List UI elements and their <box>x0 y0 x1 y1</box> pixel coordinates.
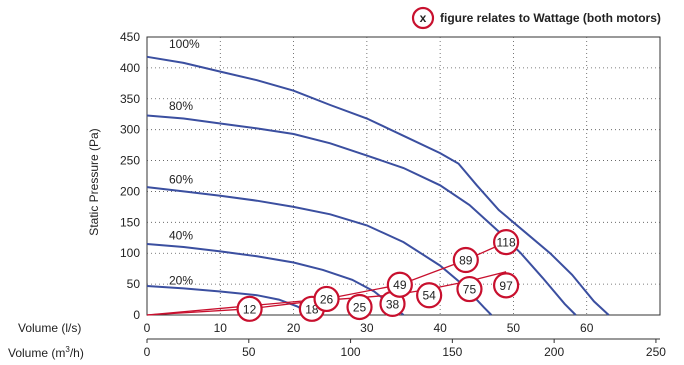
y-tick-label: 200 <box>120 184 140 198</box>
x-axis-title-m3h: Volume (m3/h) <box>8 345 84 360</box>
legend-marker-label: x <box>420 11 427 25</box>
fan-curve-20pct <box>146 285 316 316</box>
x2-tick-label: 50 <box>242 345 256 359</box>
wattage-marker: 12 <box>236 295 263 322</box>
x-axis-title-ls: Volume (l/s) <box>18 321 81 335</box>
wattage-circle <box>313 285 340 313</box>
wattage-circle <box>456 275 483 303</box>
y-tick-label: 300 <box>120 123 140 137</box>
y-tick-label: 250 <box>120 154 140 168</box>
x2-tick-label: 0 <box>144 345 151 359</box>
wattage-circle <box>236 295 263 322</box>
y-tick-label: 350 <box>120 92 140 106</box>
x2-tick-label: 250 <box>646 345 666 359</box>
wattage-circle <box>346 293 373 321</box>
wattage-circle <box>493 229 520 256</box>
wattage-value: 38 <box>386 297 400 311</box>
wattage-value: 89 <box>459 254 473 268</box>
fan-curve-100pct <box>146 55 610 316</box>
wattage-marker: 89 <box>452 246 479 274</box>
x2-tick-label: 100 <box>341 345 361 359</box>
curve-label: 40% <box>169 229 193 243</box>
wattage-value: 118 <box>497 236 516 250</box>
wattage-circle <box>416 282 443 309</box>
y-tick-label: 50 <box>127 277 141 291</box>
legend: x figure relates to Wattage (both motors… <box>411 6 661 30</box>
wattage-value: 75 <box>463 283 477 297</box>
legend-marker-circle <box>411 6 435 30</box>
x-tick-label: 10 <box>214 321 228 335</box>
x-tick-label: 0 <box>144 321 151 335</box>
y-tick-label: 400 <box>120 61 140 75</box>
wattage-value: 97 <box>499 279 513 293</box>
wattage-value: 12 <box>243 302 257 316</box>
x2-tick-label: 200 <box>544 345 564 359</box>
legend-text: figure relates to Wattage (both motors) <box>440 11 661 25</box>
y-tick-label: 0 <box>133 308 140 322</box>
wattage-marker: 118 <box>493 229 520 256</box>
wattage-marker: 38 <box>379 290 406 317</box>
wattage-value: 49 <box>393 278 407 292</box>
x-tick-label: 60 <box>580 321 594 335</box>
wattage-marker: 25 <box>346 293 373 321</box>
wattage-value: 26 <box>320 292 334 306</box>
x-tick-label: 50 <box>507 321 521 335</box>
x-tick-label: 40 <box>433 321 447 335</box>
curve-label: 80% <box>169 99 193 113</box>
wattage-marker: 54 <box>416 282 443 309</box>
wattage-circle <box>493 272 520 299</box>
wattage-value: 25 <box>353 300 367 314</box>
curve-label: 60% <box>169 172 193 186</box>
x2-tick-label: 150 <box>442 345 462 359</box>
wattage-circle <box>452 246 479 274</box>
wattage-marker: 97 <box>493 272 520 299</box>
wattage-value: 54 <box>422 289 436 303</box>
wattage-marker: 49 <box>386 271 413 298</box>
y-tick-label: 450 <box>120 30 140 44</box>
x-tick-label: 30 <box>360 321 374 335</box>
y-axis-title: Static Pressure (Pa) <box>87 128 101 235</box>
wattage-marker: 26 <box>313 285 340 313</box>
wattage-marker: 75 <box>456 275 483 303</box>
curve-label: 20% <box>169 274 193 288</box>
curve-label: 100% <box>169 37 200 51</box>
fan-curves: 100% 80% 60% 40% 20% <box>146 37 610 316</box>
y-tick-label: 100 <box>120 246 140 260</box>
y-tick-label: 150 <box>120 215 140 229</box>
wattage-circle <box>386 271 413 298</box>
x-tick-label: 20 <box>287 321 301 335</box>
fan-curve-80pct <box>146 114 577 316</box>
